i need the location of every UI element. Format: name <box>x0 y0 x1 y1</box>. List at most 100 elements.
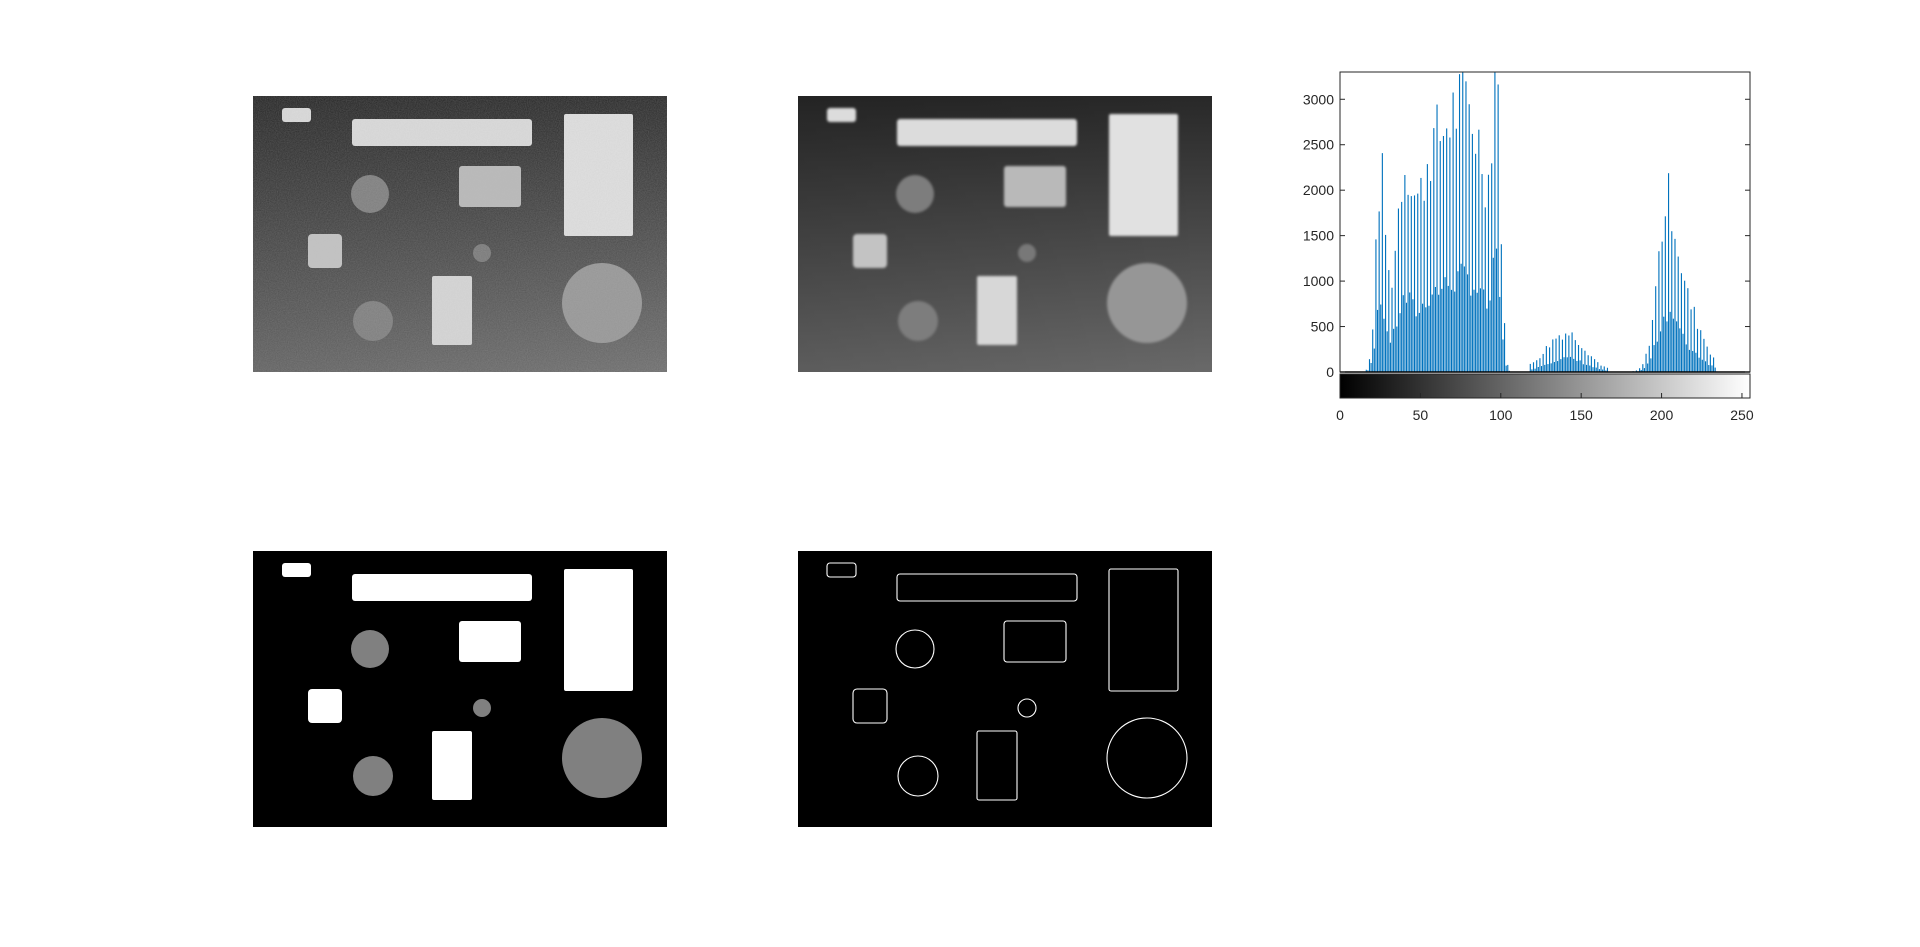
x-tick-label: 150 <box>1569 407 1593 423</box>
histogram-bar <box>1558 335 1560 372</box>
histogram-bar <box>1674 238 1676 372</box>
histogram-bar <box>1430 181 1432 372</box>
histogram-bar <box>1597 362 1599 372</box>
histogram-bar <box>1659 331 1662 372</box>
histogram-bar <box>1647 363 1649 372</box>
histogram-bar <box>1376 309 1379 372</box>
histogram-bar <box>1693 306 1695 372</box>
histogram-bar <box>1581 348 1583 372</box>
histogram-bar <box>1569 356 1572 372</box>
histogram-bar <box>1383 318 1385 372</box>
histogram-bar <box>1473 289 1475 372</box>
image-shape-circle <box>562 718 642 798</box>
histogram-bar <box>1491 163 1493 372</box>
histogram-bar <box>1692 350 1694 372</box>
histogram-bar <box>1500 244 1502 372</box>
histogram-bar <box>1579 360 1581 372</box>
histogram-bar <box>1388 270 1390 372</box>
histogram-bar <box>1481 174 1483 372</box>
histogram-bar <box>1442 136 1445 372</box>
histogram-bar <box>1650 358 1652 372</box>
histogram-bar <box>1561 339 1563 372</box>
histogram-bar <box>1560 359 1562 372</box>
histogram-bar <box>1417 193 1419 372</box>
histogram-bar <box>1655 286 1657 372</box>
image-shape-circle <box>1017 698 1037 718</box>
histogram-bar <box>1603 366 1605 372</box>
y-tick-label: 1500 <box>1303 228 1334 244</box>
histogram-bar <box>1415 316 1417 372</box>
histogram-bar <box>1676 321 1678 372</box>
histogram-bar <box>1486 308 1488 372</box>
histogram-bar <box>1381 153 1383 372</box>
y-tick-label: 500 <box>1311 319 1335 335</box>
histogram-bar <box>1439 141 1441 372</box>
image-shape-rect <box>352 574 532 601</box>
histogram-bar <box>1544 364 1546 372</box>
histogram-bar <box>1539 358 1541 372</box>
histogram-bar <box>1589 365 1591 372</box>
histogram-bar <box>1396 326 1398 372</box>
histogram-bar <box>1645 353 1647 372</box>
smoothed-image <box>798 96 1212 372</box>
histogram-bar <box>1499 296 1501 372</box>
histogram-bar <box>1576 360 1578 372</box>
histogram-bar <box>1586 364 1588 372</box>
histogram-bar <box>1412 299 1414 372</box>
histogram-bar <box>1592 367 1594 372</box>
histogram-bar <box>1704 361 1707 372</box>
image-shape-rect <box>827 108 856 122</box>
histogram-bar <box>1483 289 1485 372</box>
histogram-bar <box>1671 231 1673 372</box>
image-shape-rect <box>977 276 1017 345</box>
image-shape-rect <box>1004 166 1066 207</box>
histogram-bar <box>1410 196 1412 372</box>
image-shape-circle <box>897 755 939 797</box>
histogram-bar <box>1584 350 1586 372</box>
histogram-bar <box>1537 367 1539 372</box>
histogram-bar <box>1441 288 1443 372</box>
grayscale-colorbar <box>1339 373 1751 399</box>
image-shape-rect <box>826 562 857 578</box>
y-tick-label: 3000 <box>1303 91 1334 107</box>
histogram-bar <box>1679 328 1681 372</box>
histogram-bar <box>1565 333 1567 372</box>
histogram-bar <box>1380 304 1382 372</box>
histogram-bar <box>1568 335 1570 372</box>
image-shape-rect <box>976 730 1018 801</box>
histogram-bar <box>1436 104 1438 373</box>
histogram-bar <box>1529 363 1531 372</box>
histogram-bar <box>1545 346 1547 372</box>
histogram-bar <box>1455 128 1457 372</box>
histogram-bar <box>1708 365 1710 372</box>
histogram-bar <box>1478 129 1480 372</box>
histogram-bar <box>1428 305 1430 372</box>
histogram-bar <box>1487 174 1490 372</box>
histogram-bar <box>1425 307 1427 372</box>
histogram-bar <box>1709 354 1711 372</box>
y-tick-label: 1000 <box>1303 273 1334 289</box>
histogram-bar <box>1375 239 1377 372</box>
histogram-bar <box>1507 364 1509 372</box>
histogram-bar <box>1639 368 1641 372</box>
histogram-bar <box>1476 292 1478 372</box>
histogram-bar <box>1651 319 1654 372</box>
image-shape-circle <box>896 175 934 213</box>
histogram-bar <box>1700 330 1702 372</box>
histogram-bar <box>1661 241 1663 372</box>
histogram-bar <box>1532 362 1535 372</box>
histogram-bar <box>1547 364 1549 372</box>
histogram-bar <box>1687 288 1689 372</box>
x-tick-label: 0 <box>1336 407 1344 423</box>
x-tick-label: 250 <box>1730 407 1754 423</box>
image-shape-rect <box>432 731 472 800</box>
histogram-bar <box>1475 153 1477 372</box>
histogram-bar <box>1672 318 1674 372</box>
histogram-bar <box>1504 323 1506 372</box>
image-shape-rect <box>896 573 1078 602</box>
y-tick-label: 0 <box>1326 364 1334 380</box>
segmented-image <box>253 551 667 827</box>
histogram-bar <box>1643 368 1645 372</box>
image-shape-rect <box>459 621 521 662</box>
histogram-bar <box>1598 369 1600 372</box>
